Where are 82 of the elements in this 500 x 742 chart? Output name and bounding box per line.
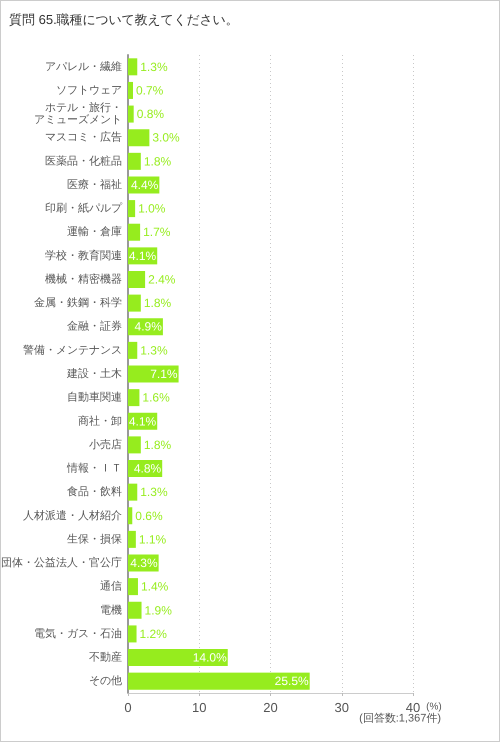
bar (128, 129, 150, 146)
data-label: 1.3% (140, 60, 168, 74)
bar (128, 224, 140, 241)
y-tick-label: 機械・精密機器 (45, 272, 122, 286)
data-label: 4.3% (130, 556, 158, 570)
y-tick-label: 生保・損保 (67, 532, 122, 546)
bar (128, 270, 146, 288)
data-label: 3.0% (152, 130, 180, 145)
bar (128, 106, 134, 123)
y-tick-label: 団体・公益法人・官公庁 (1, 556, 122, 570)
data-label: 2.4% (148, 272, 176, 286)
data-label: 14.0% (192, 650, 228, 665)
x-tick-label: 20 (263, 700, 278, 715)
bar (128, 436, 141, 454)
bar (128, 58, 138, 76)
data-label: 1.0% (138, 202, 166, 216)
data-label: 4.4% (130, 178, 159, 192)
data-label: 1.4% (140, 580, 169, 594)
bar (128, 342, 138, 359)
y-tick-label: 食品・飲料 (67, 485, 122, 498)
y-tick-label: 不動産 (89, 650, 122, 664)
bar (128, 152, 141, 170)
y-tick-label: 小売店 (89, 438, 122, 451)
x-axis-title: (%) (426, 702, 442, 712)
y-tick-label: 金属・鉄鋼・科学 (34, 297, 122, 310)
bar (128, 507, 132, 524)
y-tick-label: 建設・土木 (66, 367, 122, 380)
bar (128, 649, 228, 666)
y-tick-label: 電機 (100, 604, 122, 616)
y-tick-label: 情報・ＩＴ (66, 462, 122, 475)
data-label: 1.6% (142, 390, 170, 405)
y-tick-label: 自動車関連 (67, 390, 122, 404)
bar (128, 82, 133, 99)
data-label: 1.2% (140, 626, 168, 641)
y-tick-label: 電気・ガス・石油 (34, 626, 122, 640)
data-label: 1.1% (138, 532, 167, 546)
y-tick-label: その他 (89, 675, 122, 688)
x-tick-label: 10 (192, 700, 206, 715)
data-label: 4.1% (128, 248, 157, 263)
bar (128, 672, 310, 690)
data-label: 1.3% (140, 485, 168, 500)
text: (回答数:1,367件) (359, 712, 442, 724)
data-label: 0.7% (136, 83, 164, 98)
x-tick-label: 30 (334, 700, 349, 715)
y-tick-label: 医療・福祉 (67, 178, 122, 191)
bar (128, 530, 136, 548)
data-label: 1.7% (143, 225, 171, 240)
y-tick-label: 医薬品・化粧品 (45, 154, 122, 168)
y-tick-label: アパレル・繊維 (45, 60, 122, 73)
data-label: 1.8% (144, 438, 172, 452)
bar (128, 200, 136, 218)
y-tick-label: 学校・教育関連 (45, 248, 122, 262)
y-tick-label: 警備・メンテナンス (23, 344, 122, 356)
data-label: 1.8% (144, 154, 172, 168)
data-label: 4.8% (134, 462, 162, 476)
y-tick-label: 運輸・倉庫 (67, 225, 122, 238)
data-label: 1.8% (144, 296, 172, 310)
bar (128, 389, 140, 406)
y-tick-label: 金融・証券 (67, 320, 122, 333)
data-label: 7.1% (150, 367, 178, 381)
y-tick-label: 印刷・紙パルプ (45, 202, 123, 215)
bar (128, 602, 142, 619)
y-tick-label: ソフトウェア (56, 84, 122, 96)
data-label: 1.3% (140, 343, 168, 358)
y-tick-label: ホテル・旅行・アミューズメント (34, 101, 122, 126)
x-tick-label: 40 (406, 700, 420, 715)
data-label: 4.9% (134, 320, 162, 334)
x-tick-label: 0 (124, 700, 132, 715)
bar (128, 294, 141, 312)
bar (128, 578, 138, 596)
data-label: 0.6% (135, 508, 163, 523)
data-label: 0.8% (136, 107, 164, 122)
bar (128, 484, 138, 501)
bar (128, 625, 137, 642)
data-label: 25.5% (274, 674, 310, 688)
y-tick-label: 商社・卸 (78, 414, 122, 428)
data-label: 4.1% (128, 414, 157, 428)
chart-title: 質問 65.職種について教えてください。 (9, 12, 239, 27)
y-tick-label: 通信 (100, 580, 122, 593)
data-label: 1.9% (144, 603, 172, 618)
y-tick-label: マスコミ・広告 (45, 130, 122, 144)
y-tick-label: 人材派遣・人材紹介 (23, 508, 122, 522)
